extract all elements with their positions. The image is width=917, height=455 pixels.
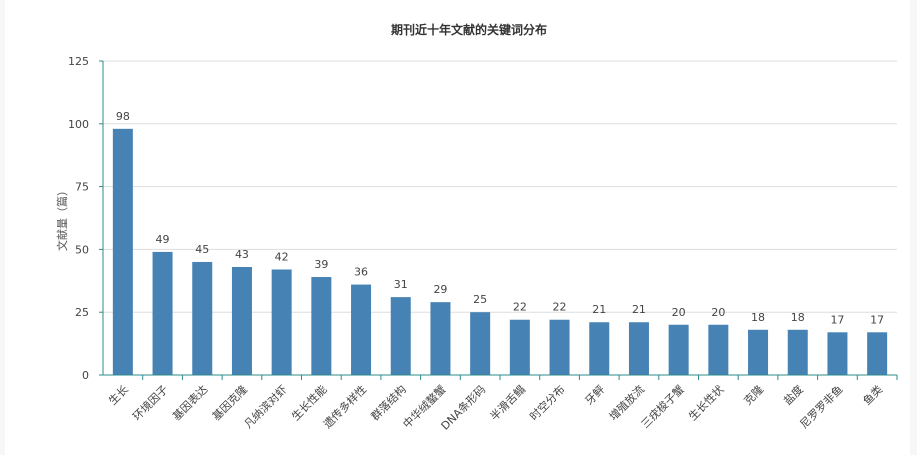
x-tick-label: 时空分布 bbox=[527, 382, 568, 423]
data-label: 21 bbox=[632, 303, 646, 316]
x-tick-label: 牙鲆 bbox=[582, 382, 607, 407]
x-tick-label: 基因克隆 bbox=[209, 382, 250, 423]
x-tick-label: 生长性状 bbox=[685, 382, 726, 423]
x-tick-label: 生长性能 bbox=[288, 382, 329, 423]
data-label: 22 bbox=[553, 301, 567, 314]
bar bbox=[628, 322, 649, 375]
data-label: 17 bbox=[870, 313, 884, 326]
bar bbox=[231, 266, 252, 375]
bar bbox=[748, 329, 769, 375]
data-label: 45 bbox=[195, 243, 209, 256]
labels: 0 25 50 75 100 125 98 生长 49 环境因子 45 基因表达 43 基因克隆 42 凡纳滨… bbox=[68, 55, 885, 433]
y-tick-label: 0 bbox=[82, 369, 89, 382]
data-label: 39 bbox=[314, 258, 328, 271]
x-tick-label: 三疣梭子蟹 bbox=[638, 382, 687, 431]
data-label: 29 bbox=[433, 283, 447, 296]
data-label: 18 bbox=[791, 311, 805, 324]
x-tick-label: 克隆 bbox=[741, 382, 766, 407]
bar bbox=[827, 332, 848, 375]
x-tick-label: 盐度 bbox=[780, 382, 805, 407]
bar bbox=[311, 277, 332, 375]
data-label: 25 bbox=[473, 293, 487, 306]
bar bbox=[351, 284, 372, 375]
x-tick-label: 遗传多样性 bbox=[320, 382, 369, 431]
bar bbox=[549, 319, 570, 375]
x-tick-label: 基因表达 bbox=[169, 382, 210, 423]
bar-chart: 期刊近十年文献的关键词分布 0 25 50 75 100 125 98 生长 49 环境因子 45 基… bbox=[55, 22, 898, 433]
bar bbox=[470, 312, 491, 375]
y-tick-label: 25 bbox=[75, 306, 89, 319]
data-label: 21 bbox=[592, 303, 606, 316]
x-tick-label: 半滑舌鳎 bbox=[487, 382, 528, 423]
data-label: 43 bbox=[235, 248, 249, 261]
data-label: 98 bbox=[116, 110, 130, 123]
bar bbox=[390, 297, 411, 375]
y-tick-label: 125 bbox=[68, 55, 89, 68]
x-tick-label: 增殖放流 bbox=[606, 382, 647, 423]
bar bbox=[152, 251, 173, 375]
data-label: 31 bbox=[394, 278, 408, 291]
bar bbox=[509, 319, 530, 375]
bars bbox=[112, 128, 888, 375]
y-axis-label: 文献量（篇） bbox=[55, 185, 69, 251]
y-tick-label: 100 bbox=[68, 118, 89, 131]
bar bbox=[430, 302, 451, 375]
x-tick-label: 环境因子 bbox=[130, 382, 171, 423]
bar bbox=[589, 322, 610, 375]
x-tick-label: 凡纳滨对虾 bbox=[241, 382, 290, 431]
y-tick-label: 75 bbox=[75, 181, 89, 194]
bar bbox=[112, 128, 133, 375]
x-tick-label: 鱼类 bbox=[860, 382, 885, 407]
data-label: 20 bbox=[672, 306, 686, 319]
grid-lines bbox=[103, 60, 897, 313]
data-label: 22 bbox=[513, 301, 527, 314]
bar bbox=[668, 324, 689, 375]
data-label: 17 bbox=[830, 313, 844, 326]
bar bbox=[192, 261, 213, 375]
chart-panel: 期刊近十年文献的关键词分布 0 25 50 75 100 125 98 生长 49 环境因子 45 基… bbox=[5, 0, 910, 455]
data-label: 36 bbox=[354, 266, 368, 279]
data-label: 49 bbox=[156, 233, 170, 246]
y-tick-label: 50 bbox=[75, 243, 89, 256]
data-label: 42 bbox=[275, 250, 289, 263]
data-label: 18 bbox=[751, 311, 765, 324]
axes bbox=[99, 60, 898, 380]
bar bbox=[708, 324, 729, 375]
x-tick-label: 群落结构 bbox=[368, 382, 409, 423]
data-label: 20 bbox=[711, 306, 725, 319]
bar bbox=[867, 332, 888, 375]
bar bbox=[271, 269, 292, 375]
x-tick-label: 尼罗罗非鱼 bbox=[797, 382, 846, 431]
bar bbox=[787, 329, 808, 375]
chart-title: 期刊近十年文献的关键词分布 bbox=[391, 22, 547, 37]
x-tick-label: 生长 bbox=[106, 382, 131, 407]
